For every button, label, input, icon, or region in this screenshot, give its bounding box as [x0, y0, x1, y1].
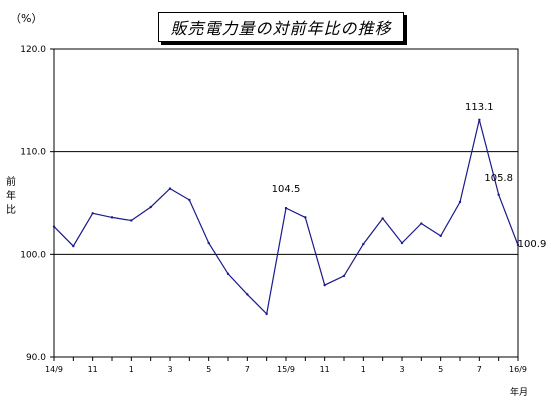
data-label: 105.8	[484, 173, 513, 184]
data-point	[110, 216, 114, 219]
data-point	[226, 272, 230, 276]
x-tick-label: 11	[88, 365, 98, 374]
data-point	[130, 219, 133, 222]
plot-frame	[53, 48, 519, 358]
x-tick-label: 5	[438, 365, 443, 374]
x-tick-label: 16/9	[509, 365, 527, 374]
data-point	[323, 283, 326, 287]
x-tick-label: 1	[129, 365, 134, 374]
data-point	[246, 293, 249, 296]
x-tick-label: 7	[245, 365, 250, 374]
data-point	[362, 242, 365, 246]
data-point	[52, 225, 56, 228]
data-point	[72, 244, 75, 248]
data-point	[168, 187, 172, 190]
data-point	[284, 206, 288, 210]
x-tick-label: 7	[477, 365, 482, 374]
data-label: 100.9	[518, 239, 547, 250]
data-point	[149, 205, 152, 209]
data-point	[516, 243, 520, 247]
x-tick-label: 5	[206, 365, 211, 374]
data-point	[304, 216, 307, 219]
x-tick-label: 3	[399, 365, 404, 374]
unit-label: （%）	[10, 12, 43, 25]
data-point	[458, 200, 462, 204]
data-label: 104.5	[272, 184, 301, 195]
chart-title: 販売電力量の対前年比の推移	[158, 12, 404, 42]
data-point	[91, 212, 94, 215]
data-point	[188, 198, 191, 202]
x-axis-label: 年月	[510, 388, 529, 398]
y-tick-label: 100.0	[20, 250, 46, 260]
data-point	[381, 217, 384, 220]
data-point	[478, 118, 481, 122]
x-tick-label: 14/9	[45, 365, 63, 374]
y-tick-label: 120.0	[20, 45, 46, 55]
data-label: 113.1	[465, 102, 494, 113]
data-point	[400, 241, 404, 245]
y-tick-label: 90.0	[26, 353, 46, 363]
y-tick-label: 110.0	[20, 148, 46, 158]
data-point	[439, 234, 442, 238]
x-tick-label: 1	[361, 365, 366, 374]
x-tick-label: 15/9	[277, 365, 295, 374]
data-point	[420, 222, 423, 225]
data-point	[207, 241, 210, 245]
x-tick-label: 3	[167, 365, 172, 374]
x-tick-label: 11	[320, 365, 330, 374]
data-point	[342, 274, 346, 278]
data-point	[497, 193, 500, 196]
data-point	[265, 312, 268, 316]
y-axis-label: 前年比	[6, 177, 16, 216]
